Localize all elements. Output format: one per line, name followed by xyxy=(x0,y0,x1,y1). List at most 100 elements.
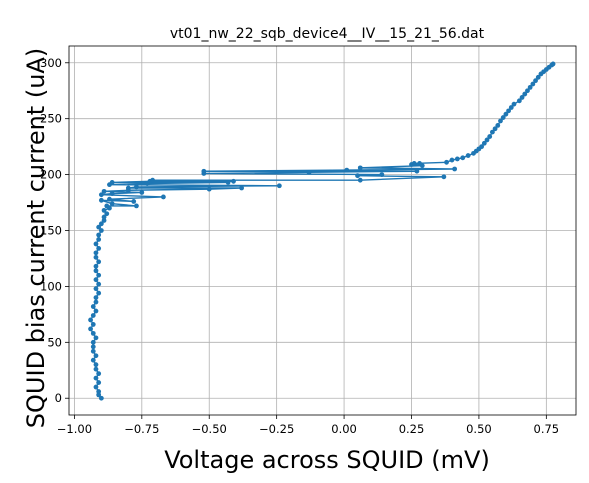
data-point xyxy=(93,375,99,381)
data-point xyxy=(93,263,99,269)
data-point xyxy=(150,177,156,183)
data-point xyxy=(104,211,110,217)
data-point xyxy=(139,190,145,195)
y-tick-label: 150 xyxy=(40,224,62,238)
data-point xyxy=(511,101,517,107)
x-tick-label: −0.50 xyxy=(192,422,227,436)
data-point xyxy=(96,224,102,230)
data-point xyxy=(306,169,312,175)
data-point xyxy=(101,214,107,220)
data-point xyxy=(96,290,102,296)
x-axis-ticks: −1.00 −0.75 −0.50 −0.25 0.00 0.25 0.50 0.75 xyxy=(57,415,559,436)
data-point xyxy=(96,389,102,394)
x-tick-label: 0.00 xyxy=(331,422,357,436)
y-tick-label: 300 xyxy=(40,56,62,70)
series-line xyxy=(89,63,554,399)
data-point xyxy=(96,380,102,385)
y-tick-label: 250 xyxy=(40,112,62,126)
data-point xyxy=(525,88,530,94)
data-point xyxy=(96,237,102,242)
data-point xyxy=(225,180,231,185)
data-point xyxy=(93,295,99,300)
grid-lines xyxy=(69,46,576,415)
data-point xyxy=(90,322,96,327)
data-point xyxy=(239,185,245,191)
data-point xyxy=(530,81,536,87)
data-point xyxy=(98,192,104,198)
data-point xyxy=(500,115,506,120)
data-point xyxy=(417,161,422,166)
data-point xyxy=(465,153,471,158)
data-point xyxy=(93,384,99,390)
data-point xyxy=(201,168,207,174)
data-point xyxy=(131,199,137,204)
data-point xyxy=(93,254,99,260)
data-point xyxy=(93,286,99,292)
data-point xyxy=(109,191,115,197)
data-point xyxy=(231,178,236,184)
data-point xyxy=(506,108,511,114)
data-point xyxy=(495,122,501,128)
x-axis-label: Voltage across SQUID (mV) xyxy=(164,446,490,474)
data-point xyxy=(452,166,458,172)
data-point xyxy=(444,159,449,165)
data-point xyxy=(492,126,498,132)
data-point xyxy=(503,111,509,117)
data-point xyxy=(522,91,528,97)
x-tick-label: −0.25 xyxy=(259,422,294,436)
y-tick-label: 100 xyxy=(40,279,62,293)
data-point xyxy=(93,277,99,283)
data-point xyxy=(344,167,350,173)
data-point xyxy=(109,201,115,207)
x-tick-label: −1.00 xyxy=(57,422,92,436)
data-point xyxy=(527,84,533,90)
data-point xyxy=(93,308,99,314)
chart-title: vt01_nw_22_sqb_device4__IV__15_21_56.dat xyxy=(170,26,485,42)
data-point xyxy=(206,186,212,192)
y-tick-label: 0 xyxy=(55,391,62,405)
data-point xyxy=(550,61,556,67)
data-point xyxy=(93,366,99,372)
data-point xyxy=(90,344,96,350)
data-point xyxy=(98,228,104,233)
data-point xyxy=(90,330,96,336)
data-point xyxy=(88,317,93,323)
y-tick-label: 200 xyxy=(40,168,62,182)
x-tick-label: −0.75 xyxy=(124,422,159,436)
x-tick-label: 0.25 xyxy=(399,422,425,436)
data-point xyxy=(98,221,104,227)
data-point xyxy=(487,134,493,139)
data-point xyxy=(93,362,99,368)
data-point xyxy=(535,74,541,80)
data-point xyxy=(276,183,282,189)
data-point xyxy=(134,184,139,190)
data-point xyxy=(93,268,99,274)
data-point xyxy=(96,259,102,265)
data-point xyxy=(93,335,99,341)
data-point xyxy=(479,144,485,150)
data-point xyxy=(357,177,363,183)
data-point xyxy=(90,304,96,309)
data-point xyxy=(96,232,102,238)
data-point xyxy=(411,161,417,166)
data-point xyxy=(101,218,107,223)
data-point xyxy=(516,98,522,104)
data-point xyxy=(533,78,538,84)
data-point xyxy=(481,140,487,146)
data-point xyxy=(96,371,102,377)
x-tick-label: 0.50 xyxy=(466,422,492,436)
y-axis-label: SQUID bias current current (uA) xyxy=(22,48,50,428)
series-layer xyxy=(88,61,556,401)
data-point xyxy=(490,129,495,135)
data-point xyxy=(96,272,102,278)
data-point xyxy=(98,395,104,401)
data-point xyxy=(454,156,460,162)
y-tick-label: 50 xyxy=(47,335,62,349)
data-point xyxy=(109,180,115,185)
data-point xyxy=(93,299,99,305)
y-axis-ticks: 0 50 100 150 200 250 300 xyxy=(40,56,69,405)
data-point xyxy=(414,168,420,174)
data-point xyxy=(460,155,466,161)
data-point xyxy=(90,357,96,363)
